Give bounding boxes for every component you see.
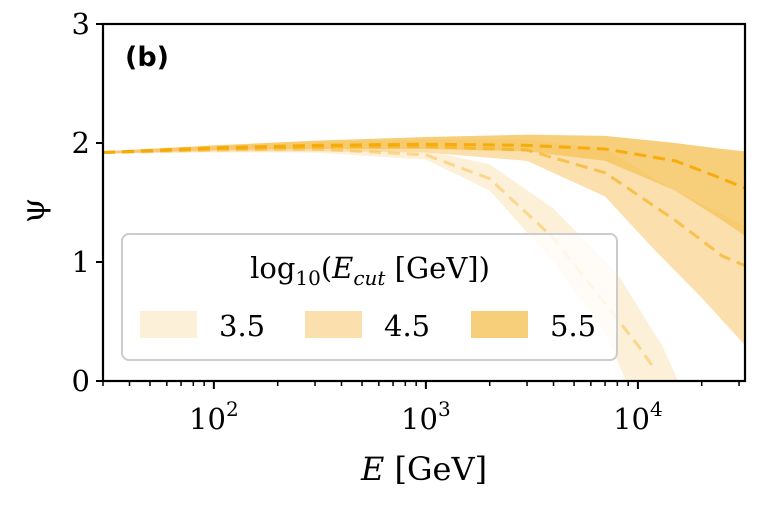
x-tick-label: 102 [189,397,239,436]
panel-label: (b) [125,42,169,73]
y-tick-label: 1 [72,245,90,279]
plot-frame [101,22,747,383]
legend-entry-label: 4.5 [384,309,430,343]
legend-swatch-3.5 [140,311,197,338]
median-line-3.5 [103,147,656,370]
legend-entry-label: 5.5 [550,309,596,343]
band-3.5 [103,145,679,381]
legend-box [121,233,618,361]
legend: log10(Ecut [GeV]) 3.5 4.5 5.5 [121,233,618,361]
plot-area [103,134,745,381]
y-axis-label: ψ [14,198,52,223]
x-axis-label: E [GeV] [360,450,487,488]
legend-swatch-5.5 [471,311,528,338]
band-5.5 [103,134,745,236]
x-tick-label: 103 [401,397,451,436]
legend-swatch-4.5 [305,311,362,338]
axes: 0 1 2 3 102 103 104 E [GeV] ψ [14,7,747,488]
x-tick-label: 104 [613,397,663,436]
legend-title: log10(Ecut [GeV]) [250,251,490,290]
y-tick-label: 2 [72,126,90,160]
y-tick-label: 0 [72,364,90,398]
legend-entry-label: 3.5 [219,309,265,343]
y-tick-label: 3 [72,7,90,41]
median-line-5.5 [103,142,745,190]
